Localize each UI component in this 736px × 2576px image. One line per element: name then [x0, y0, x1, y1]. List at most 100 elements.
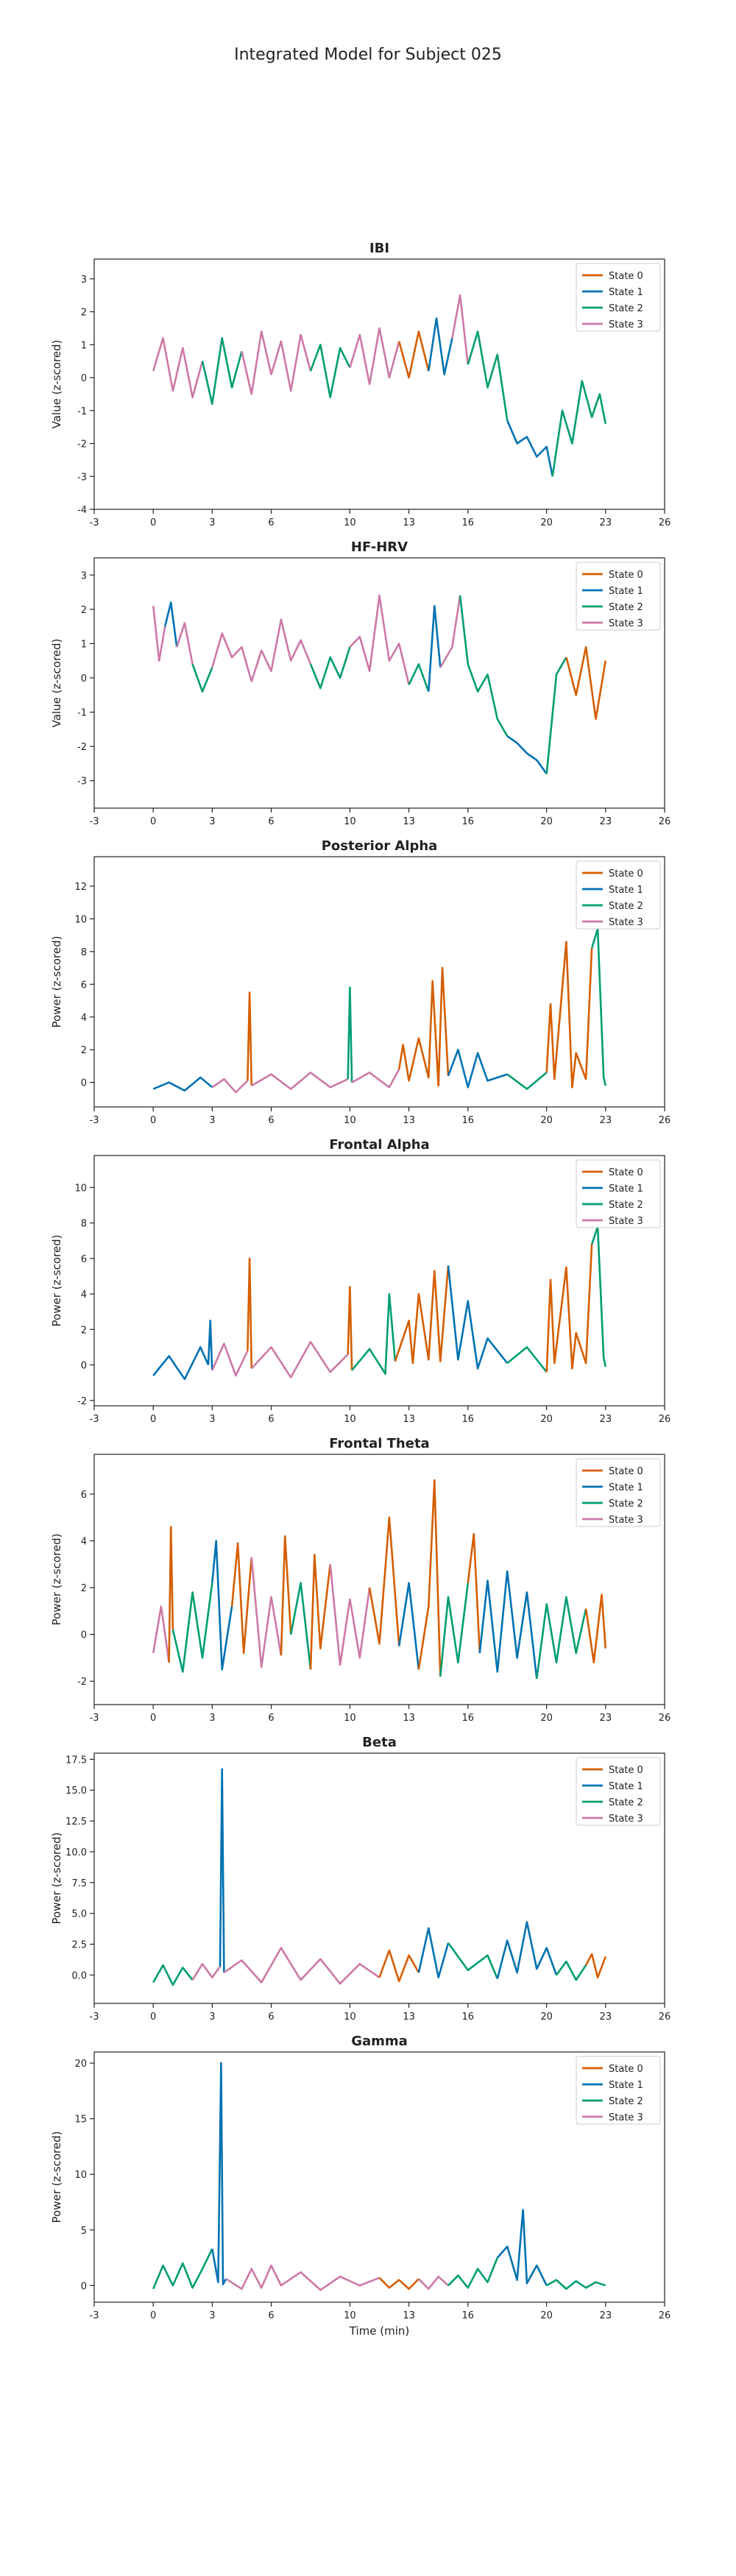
- legend-label: State 0: [609, 868, 643, 880]
- series-line-state-1: [506, 735, 548, 775]
- x-axis-label: Time (min): [349, 2324, 409, 2338]
- chart-title: Gamma: [351, 2034, 408, 2049]
- series-line-state-0: [168, 1526, 174, 1663]
- x-tick-label: 16: [461, 1115, 474, 1126]
- series-line-state-2: [171, 1582, 213, 1673]
- series-group: [152, 2062, 606, 2291]
- legend-label: State 1: [609, 1482, 643, 1493]
- y-tick-label: 0: [81, 673, 87, 684]
- y-tick-label: 0: [81, 1361, 87, 1372]
- y-tick-label: 3: [81, 570, 87, 581]
- series-line-state-2: [546, 2279, 606, 2290]
- x-tick-label: 3: [209, 1414, 215, 1425]
- y-tick-label: 10.0: [66, 1847, 87, 1858]
- series-group: [152, 594, 607, 775]
- series-line-state-2: [447, 1942, 498, 1980]
- legend-label: State 3: [609, 2112, 643, 2123]
- legend-label: State 0: [609, 1765, 643, 1776]
- chart-panel-4: Frontal Theta -3 0 3 6 10 13 16 20 23 26 -2 0 2 4 6 Powe…: [50, 1436, 670, 1724]
- series-line-state-2: [191, 663, 213, 693]
- series-line-state-0: [394, 1265, 450, 1365]
- series-line-state-0: [397, 966, 450, 1087]
- series-line-state-0: [368, 1516, 400, 1646]
- legend-label: State 1: [609, 1781, 643, 1792]
- series-line-state-2: [439, 1582, 470, 1677]
- x-tick-label: 3: [209, 816, 215, 827]
- x-tick-label: -3: [90, 1115, 99, 1126]
- x-tick-label: 3: [209, 517, 215, 528]
- series-line-state-2: [590, 1225, 607, 1367]
- series-line-state-2: [289, 1582, 312, 1670]
- series-line-state-3: [349, 327, 400, 386]
- figure-title: Integrated Model for Subject 025: [234, 46, 502, 64]
- legend-box: [576, 1159, 661, 1228]
- series-line-state-0: [280, 1535, 292, 1656]
- series-line-state-2: [506, 1346, 548, 1373]
- x-tick-label: 20: [540, 2310, 553, 2321]
- y-tick-label: 0: [81, 2281, 87, 2292]
- x-tick-label: 13: [403, 2011, 415, 2023]
- series-line-state-2: [201, 337, 243, 406]
- series-line-state-3: [241, 330, 312, 395]
- y-tick-label: 12: [74, 882, 87, 893]
- series-line-state-3: [439, 595, 461, 668]
- series-line-state-3: [329, 1564, 371, 1666]
- series-line-state-0: [397, 330, 430, 379]
- x-tick-label: 10: [344, 816, 356, 827]
- series-line-state-0: [545, 941, 593, 1089]
- x-tick-label: 20: [540, 1414, 553, 1425]
- series-line-state-0: [230, 1542, 253, 1655]
- series-group: [152, 927, 607, 1094]
- x-tick-label: -3: [90, 2011, 99, 2023]
- series-line-state-3: [225, 2264, 380, 2291]
- x-tick-label: 26: [659, 816, 671, 827]
- series-line-state-2: [309, 646, 351, 690]
- legend-label: State 3: [609, 917, 643, 928]
- x-tick-label: 13: [403, 517, 415, 528]
- series-line-state-1: [428, 604, 442, 692]
- y-tick-label: 1: [81, 639, 87, 650]
- legend: State 0 State 1 State 2 State 3: [576, 263, 661, 332]
- y-tick-label: 0: [81, 1078, 87, 1089]
- y-axis-label: Power (z-scored): [50, 1534, 63, 1626]
- x-tick-label: 23: [600, 1115, 612, 1126]
- y-tick-label: 17.5: [66, 1755, 87, 1766]
- series-line-state-2: [447, 2257, 499, 2289]
- chart-panel-6: Gamma -3 0 3 6 10 13 16 20 23 26 0 5 10 15 20 Power (z-s…: [50, 2034, 670, 2338]
- series-line-state-1: [207, 1320, 213, 1370]
- legend: State 0 State 1 State 2 State 3: [576, 1159, 661, 1228]
- x-tick-label: 26: [659, 1713, 671, 1724]
- y-tick-label: 15: [74, 2115, 87, 2126]
- y-tick-label: -1: [77, 406, 87, 417]
- legend-label: State 2: [609, 1797, 643, 1808]
- x-tick-label: 0: [150, 1414, 156, 1425]
- chart-panel-2: Posterior Alpha -3 0 3 6 10 13 16 20 23 26 0 2 4 6 8 10 1…: [50, 838, 670, 1126]
- series-line-state-3: [211, 1078, 249, 1094]
- y-tick-label: 6: [81, 1254, 87, 1265]
- series-line-state-1: [211, 1540, 233, 1671]
- legend-label: State 1: [609, 1183, 643, 1195]
- y-tick-label: 15.0: [66, 1786, 87, 1797]
- series-line-state-3: [351, 1069, 400, 1089]
- x-tick-label: 23: [600, 816, 612, 827]
- plot-frame: [93, 1752, 665, 2004]
- series-line-state-3: [191, 1963, 222, 1981]
- x-tick-label: 10: [344, 1713, 356, 1724]
- y-tick-label: 6: [81, 1490, 87, 1501]
- y-axis-label: Value (z-scored): [50, 340, 63, 429]
- x-tick-label: 0: [150, 2310, 156, 2321]
- chart-title: Frontal Alpha: [329, 1137, 429, 1153]
- series-line-state-1: [417, 1927, 450, 1979]
- series-line-state-0: [584, 1593, 607, 1664]
- chart-panel-3: Frontal Alpha -3 0 3 6 10 13 16 20 23 26 -2 0 2 4 6 8 10 P…: [50, 1137, 670, 1425]
- y-tick-label: 2: [81, 308, 87, 319]
- chart-title: HF-HRV: [351, 539, 408, 555]
- x-tick-label: 16: [461, 1414, 474, 1425]
- series-line-state-3: [349, 594, 410, 685]
- series-line-state-0: [309, 1554, 331, 1670]
- legend-label: State 3: [609, 1814, 643, 1825]
- series-line-state-2: [555, 1960, 587, 1981]
- series-line-state-3: [451, 294, 470, 365]
- x-tick-label: 23: [600, 1713, 612, 1724]
- legend-label: State 0: [609, 271, 643, 282]
